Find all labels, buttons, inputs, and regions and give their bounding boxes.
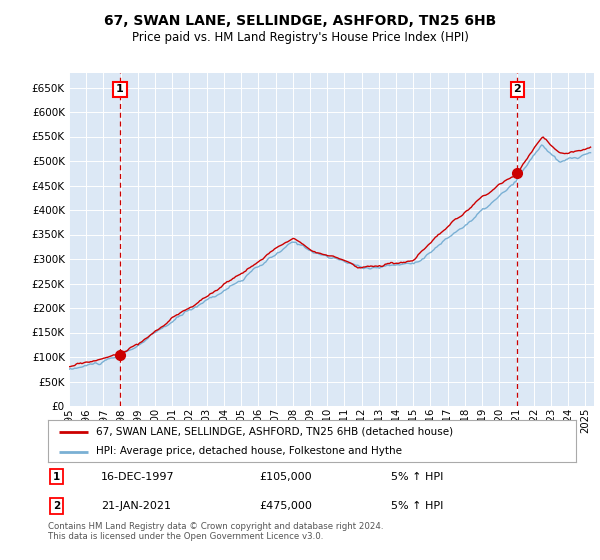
Text: 2: 2 xyxy=(514,85,521,95)
Text: Price paid vs. HM Land Registry's House Price Index (HPI): Price paid vs. HM Land Registry's House … xyxy=(131,31,469,44)
Text: 5% ↑ HPI: 5% ↑ HPI xyxy=(391,472,443,482)
Text: 16-DEC-1997: 16-DEC-1997 xyxy=(101,472,175,482)
Text: HPI: Average price, detached house, Folkestone and Hythe: HPI: Average price, detached house, Folk… xyxy=(95,446,401,456)
Text: 21-JAN-2021: 21-JAN-2021 xyxy=(101,501,171,511)
Text: £105,000: £105,000 xyxy=(259,472,312,482)
Text: £475,000: £475,000 xyxy=(259,501,312,511)
Text: Contains HM Land Registry data © Crown copyright and database right 2024.
This d: Contains HM Land Registry data © Crown c… xyxy=(48,522,383,542)
Text: 1: 1 xyxy=(53,472,61,482)
Text: 67, SWAN LANE, SELLINDGE, ASHFORD, TN25 6HB: 67, SWAN LANE, SELLINDGE, ASHFORD, TN25 … xyxy=(104,14,496,28)
Text: 5% ↑ HPI: 5% ↑ HPI xyxy=(391,501,443,511)
Text: 1: 1 xyxy=(116,85,124,95)
Text: 67, SWAN LANE, SELLINDGE, ASHFORD, TN25 6HB (detached house): 67, SWAN LANE, SELLINDGE, ASHFORD, TN25 … xyxy=(95,427,452,437)
Text: 2: 2 xyxy=(53,501,61,511)
